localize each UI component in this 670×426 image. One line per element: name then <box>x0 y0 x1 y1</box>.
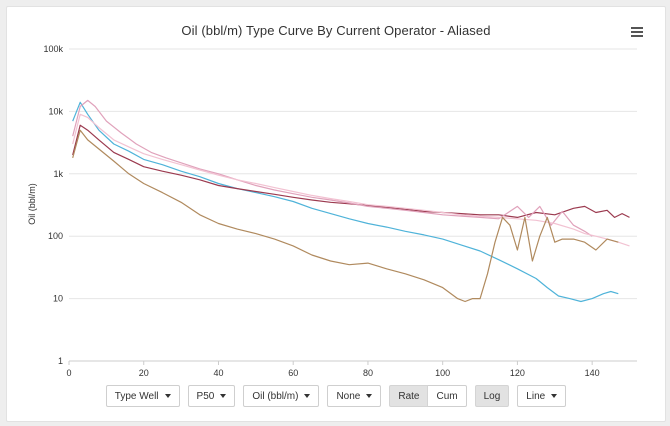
chart-card: Oil (bbl/m) Type Curve By Current Operat… <box>6 6 666 422</box>
y-axis-label: Oil (bbl/m) <box>27 183 37 225</box>
series-lines <box>72 99 630 303</box>
y-tick-label: 10 <box>53 294 63 304</box>
caret-down-icon <box>164 394 171 398</box>
y-tick-label: 10k <box>48 106 63 116</box>
cum-button[interactable]: Cum <box>428 385 467 407</box>
series-line-4 <box>72 113 630 247</box>
phase-dropdown[interactable]: Oil (bbl/m) <box>243 385 320 407</box>
y-tick-labels: 1 10 100 1k 10k 100k <box>43 44 63 366</box>
y-tick-label: 1k <box>53 169 63 179</box>
chart-type-dropdown[interactable]: Line <box>517 385 567 407</box>
phase-label: Oil (bbl/m) <box>252 390 299 402</box>
rate-button[interactable]: Rate <box>389 385 429 407</box>
type-well-label: Type Well <box>114 390 159 402</box>
normalize-dropdown[interactable]: None <box>327 385 382 407</box>
caret-down-icon <box>366 394 373 398</box>
chart-controls: Type Well P50 Oil (bbl/m) None Rate Cum … <box>7 385 665 407</box>
y-tick-label: 100 <box>48 231 63 241</box>
x-tick-label: 40 <box>213 368 223 378</box>
y-tick-label: 1 <box>58 356 63 366</box>
caret-down-icon <box>220 394 227 398</box>
percentile-dropdown[interactable]: P50 <box>187 385 236 407</box>
chart-type-label: Line <box>526 390 546 402</box>
chart-plot: 1 10 100 1k 10k 100k 0 20 40 60 80 100 120 140 Oil (… <box>27 44 637 378</box>
x-tick-label: 100 <box>435 368 450 378</box>
caret-down-icon <box>304 394 311 398</box>
normalize-label: None <box>336 390 361 402</box>
series-line-5 <box>72 129 619 303</box>
hamburger-menu-icon[interactable] <box>631 27 643 37</box>
log-button[interactable]: Log <box>474 385 510 407</box>
rate-cum-toggle: Rate Cum <box>389 385 467 407</box>
x-tick-labels: 0 20 40 60 80 100 120 140 <box>66 361 600 378</box>
x-tick-label: 120 <box>510 368 525 378</box>
y-tick-label: 100k <box>43 44 63 54</box>
x-tick-label: 60 <box>288 368 298 378</box>
x-tick-label: 140 <box>585 368 600 378</box>
series-line-1 <box>72 101 619 303</box>
x-tick-label: 20 <box>139 368 149 378</box>
chart-title: Oil (bbl/m) Type Curve By Current Operat… <box>181 23 491 38</box>
percentile-label: P50 <box>196 390 215 402</box>
type-well-dropdown[interactable]: Type Well <box>105 385 180 407</box>
grid-lines <box>69 48 637 300</box>
x-tick-label: 0 <box>66 368 71 378</box>
series-line-3 <box>72 99 593 237</box>
caret-down-icon <box>551 394 558 398</box>
x-tick-label: 80 <box>363 368 373 378</box>
